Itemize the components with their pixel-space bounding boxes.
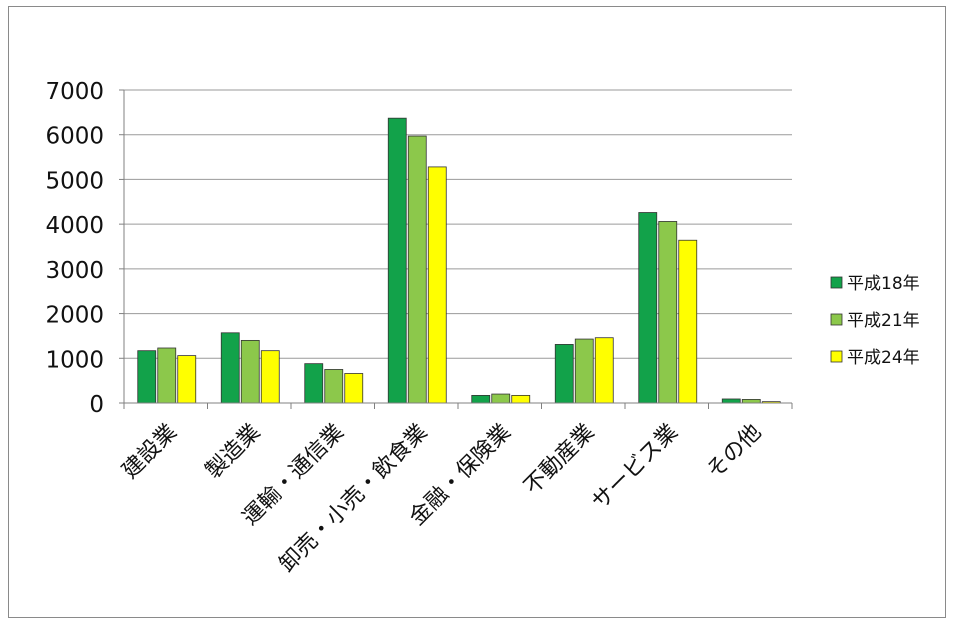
bar xyxy=(138,351,156,403)
legend-swatch xyxy=(831,314,842,325)
bar xyxy=(241,340,259,403)
bar xyxy=(221,333,239,403)
legend-swatch xyxy=(831,277,842,288)
bar xyxy=(595,338,613,403)
y-tick-label: 2000 xyxy=(45,303,104,329)
bar xyxy=(742,399,760,403)
category-label: 不動産業 xyxy=(520,420,600,500)
legend-swatch xyxy=(831,351,842,362)
bars xyxy=(138,118,781,403)
bar xyxy=(639,213,657,403)
bar xyxy=(575,339,593,403)
y-tick-label: 4000 xyxy=(45,213,104,239)
bar xyxy=(261,351,279,403)
bar xyxy=(722,399,740,403)
y-tick-label: 1000 xyxy=(45,347,104,373)
y-tick-label: 6000 xyxy=(45,124,104,150)
bar xyxy=(679,240,697,403)
bar xyxy=(472,395,490,403)
bar xyxy=(388,118,406,403)
y-axis: 0 1000 2000 3000 4000 5000 6000 7000 xyxy=(45,79,124,418)
bar xyxy=(345,373,363,403)
category-label: サービス業 xyxy=(588,420,683,515)
legend-label: 平成18年 xyxy=(847,274,920,294)
bar xyxy=(555,344,573,403)
bar xyxy=(158,348,176,403)
bar xyxy=(512,395,530,403)
y-tick-label: 5000 xyxy=(45,168,104,194)
y-tick-label: 0 xyxy=(89,392,104,418)
category-label: 製造業 xyxy=(201,420,265,484)
legend-label: 平成24年 xyxy=(847,348,920,368)
bar xyxy=(428,167,446,403)
category-label: 卸売・小売・飲食業 xyxy=(275,420,433,578)
y-tick-label: 7000 xyxy=(45,79,104,105)
bar xyxy=(178,356,196,403)
category-label: 建設業 xyxy=(118,420,182,484)
bar xyxy=(325,369,343,403)
category-label: その他 xyxy=(702,420,766,484)
bar xyxy=(492,394,510,403)
legend-label: 平成21年 xyxy=(847,311,920,331)
bar xyxy=(659,221,677,403)
y-tick-label: 3000 xyxy=(45,258,104,284)
bar xyxy=(305,364,323,403)
bar xyxy=(408,136,426,403)
